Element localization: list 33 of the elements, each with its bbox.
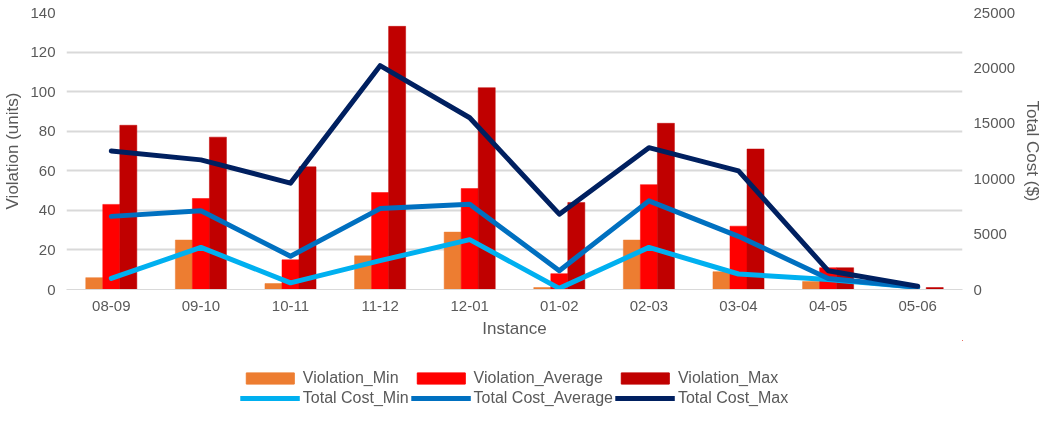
x-tick-label: 02-03 [629,296,669,314]
x-tick-label: 08-09 [92,296,131,314]
x-tick-label: 05-06 [898,296,937,314]
y2-tick-label: 20000 [973,58,1016,76]
y-tick-label: 80 [38,122,56,140]
x-tick-label: 01-02 [540,296,579,314]
y-tick-label: 120 [30,43,56,61]
y-tick-label: 140 [30,3,56,21]
y-tick-label: 40 [38,201,56,219]
legend-label: Total Cost_Min [302,388,409,407]
legend-label: Violation_Average [473,368,603,387]
x-axis-title: Instance [482,318,547,338]
legend-label: Total Cost_Max [677,388,789,407]
legend-label: Violation_Min [302,368,399,387]
x-tick-label: 04-05 [808,296,848,314]
y2-tick-label: 15000 [973,114,1016,132]
y-tick-label: 0 [47,280,56,298]
x-tick-label: 09-10 [181,296,221,314]
y2-tick-label: 10000 [973,169,1016,187]
x-tick-label: 12-01 [450,296,489,314]
y2-axis-title: Total Cost ($) [1023,100,1043,202]
y-tick-label: 60 [38,161,56,179]
x-tick-label: 10-11 [271,296,310,314]
y-axis-title: Violation (units) [3,92,23,210]
legend-label: Violation_Max [677,368,779,387]
y2-tick-label: 5000 [973,225,1007,243]
y-tick-label: 100 [30,82,56,100]
y2-tick-label: 25000 [973,3,1016,21]
y-tick-label: 20 [38,240,56,258]
x-tick-label: 11-12 [361,296,399,314]
x-tick-label: 03-04 [719,296,758,314]
legend-label: Total Cost_Average [473,388,613,407]
y2-tick-label: 0 [973,280,982,298]
